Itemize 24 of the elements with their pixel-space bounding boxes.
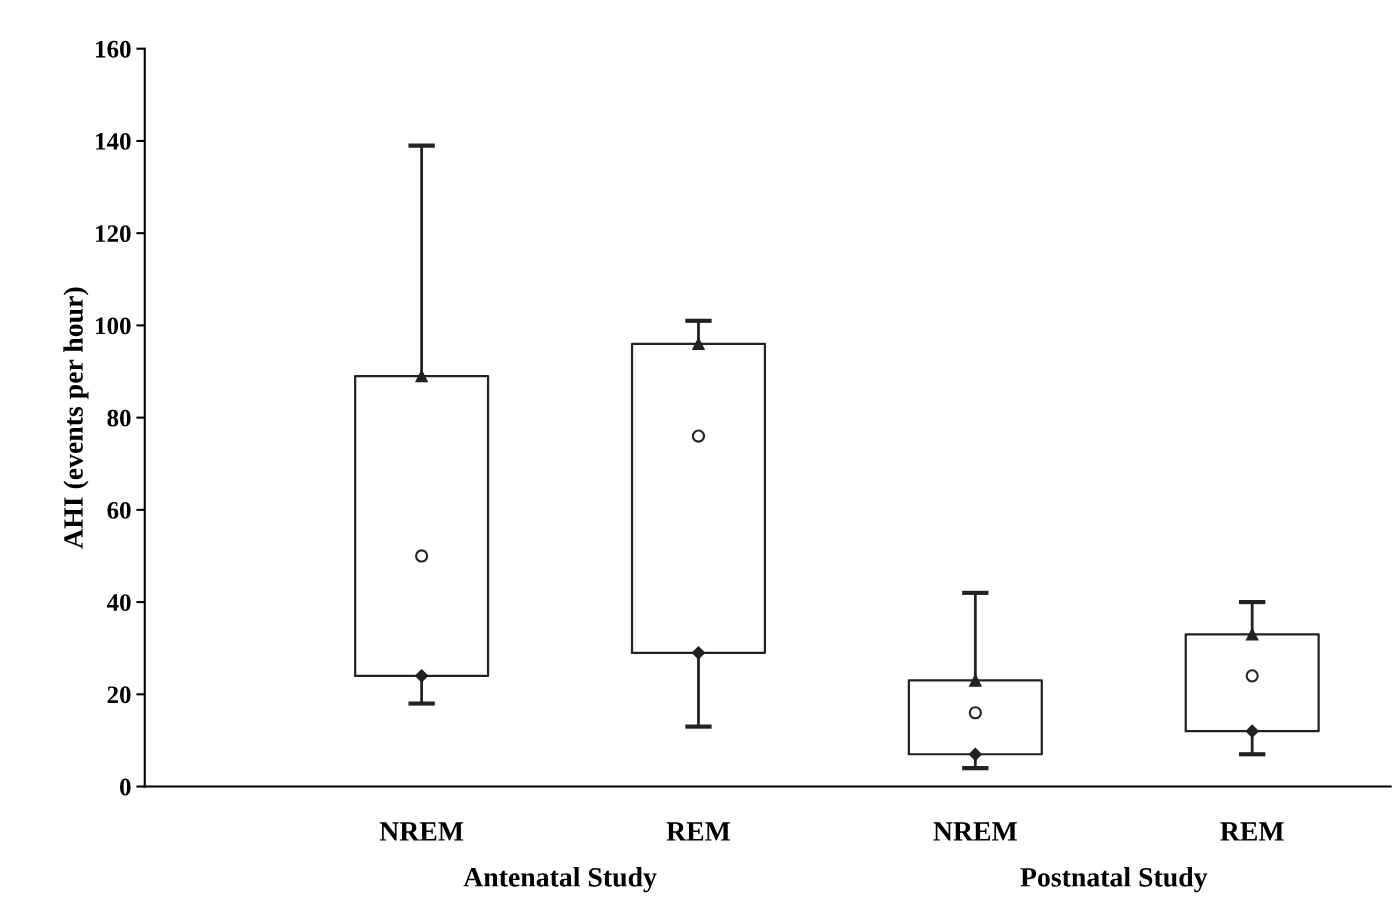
point (691, 646, 706, 660)
y-tick-label: 160 (96, 40, 131, 58)
point (968, 747, 982, 761)
point (1245, 724, 1259, 738)
x-tick-label: REM (666, 822, 731, 841)
y-tick-label: 120 (96, 225, 131, 243)
x-tick-label: REM (1220, 822, 1284, 841)
point (415, 669, 429, 683)
point (1245, 628, 1259, 641)
y-tick-label: 140 (96, 132, 131, 150)
y-tick-label: 100 (96, 317, 131, 335)
x-tick-label: NREM (379, 822, 464, 841)
text: Postnatal Study (1020, 867, 1208, 893)
y-tick-label: 20 (107, 686, 131, 704)
x-tick-label: NREM (933, 822, 1017, 841)
y-tick-label: 40 (106, 594, 131, 611)
text: Antenatal Study (463, 867, 657, 893)
point (415, 369, 428, 383)
y-axis-title: AHI (events per hour) (63, 287, 89, 549)
y-tick-label: 60 (107, 501, 131, 519)
point (969, 674, 982, 687)
point (692, 337, 705, 351)
y-tick-label: 80 (107, 409, 131, 427)
y-tick-label: 0 (120, 778, 131, 796)
